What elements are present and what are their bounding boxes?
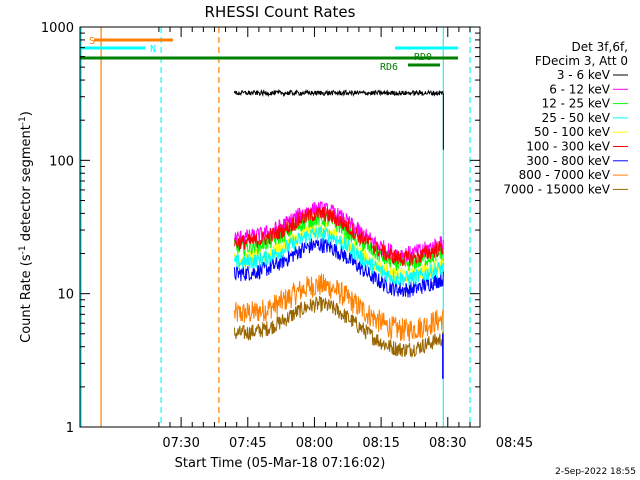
legend-header-1: Det 3f,6f, bbox=[572, 40, 629, 54]
series-line bbox=[233, 88, 444, 98]
x-tick-label: 08:15 bbox=[362, 436, 399, 451]
flag-label: N bbox=[150, 44, 156, 55]
plot-frame bbox=[79, 26, 481, 428]
x-tick-label: 08:30 bbox=[429, 436, 466, 451]
legend-entry-label: 7000 - 15000 keV bbox=[503, 182, 610, 196]
legend-entry-label: 100 - 300 keV bbox=[526, 140, 610, 154]
x-tick-label: 08:00 bbox=[296, 436, 333, 451]
flag-label: RD0 bbox=[414, 52, 432, 63]
series-line bbox=[233, 295, 444, 359]
x-axis: 07:30 07:45 08:00 08:15 08:30 08:45 bbox=[158, 27, 533, 451]
series-line bbox=[233, 206, 444, 267]
flag-bars: S N RD0 RD6 bbox=[80, 36, 458, 73]
y-tick-label: 100 bbox=[49, 154, 74, 169]
footer-date: 2-Sep-2022 18:55 bbox=[555, 467, 636, 477]
legend-entry-label: 25 - 50 keV bbox=[542, 111, 611, 125]
y-tick-label: 1000 bbox=[41, 21, 74, 36]
series-line bbox=[233, 225, 444, 287]
y-axis-label-sup2: -1 bbox=[18, 116, 28, 125]
y-axis: 1 10 100 1000 bbox=[41, 21, 480, 436]
series-line bbox=[233, 273, 444, 343]
y-tick-label: 10 bbox=[57, 288, 74, 303]
y-axis-label-mid: detector segment bbox=[19, 125, 34, 245]
series-layer bbox=[233, 88, 444, 379]
legend-entry-label: 50 - 100 keV bbox=[534, 125, 611, 139]
legend-entry-label: 3 - 6 keV bbox=[557, 68, 611, 82]
x-tick-label: 07:30 bbox=[162, 436, 199, 451]
y-axis-label: Count Rate (s-1 detector segment-1) bbox=[18, 111, 34, 343]
legend-header-2: FDecim 3, Att 0 bbox=[535, 54, 628, 68]
legend-entry-label: 300 - 800 keV bbox=[526, 154, 610, 168]
y-axis-label-end: ) bbox=[19, 111, 34, 116]
x-axis-label: Start Time (05-Mar-18 07:16:02) bbox=[175, 456, 386, 471]
legend-entry-label: 6 - 12 keV bbox=[549, 82, 611, 96]
flag-label: RD6 bbox=[380, 62, 398, 73]
legend-entry-label: 12 - 25 keV bbox=[542, 97, 611, 111]
legend-entry-label: 800 - 7000 keV bbox=[519, 168, 611, 182]
marker-lines bbox=[80, 27, 471, 427]
y-tick-label: 1 bbox=[66, 421, 74, 436]
flag-label: S bbox=[89, 36, 95, 47]
x-tick-label: 07:45 bbox=[229, 436, 266, 451]
y-axis-label-sup1: -1 bbox=[18, 245, 28, 254]
series-line bbox=[233, 238, 444, 298]
y-axis-label-main: Count Rate (s bbox=[19, 254, 34, 343]
chart-title: RHESSI Count Rates bbox=[205, 3, 356, 21]
x-tick-label: 08:45 bbox=[496, 436, 533, 451]
